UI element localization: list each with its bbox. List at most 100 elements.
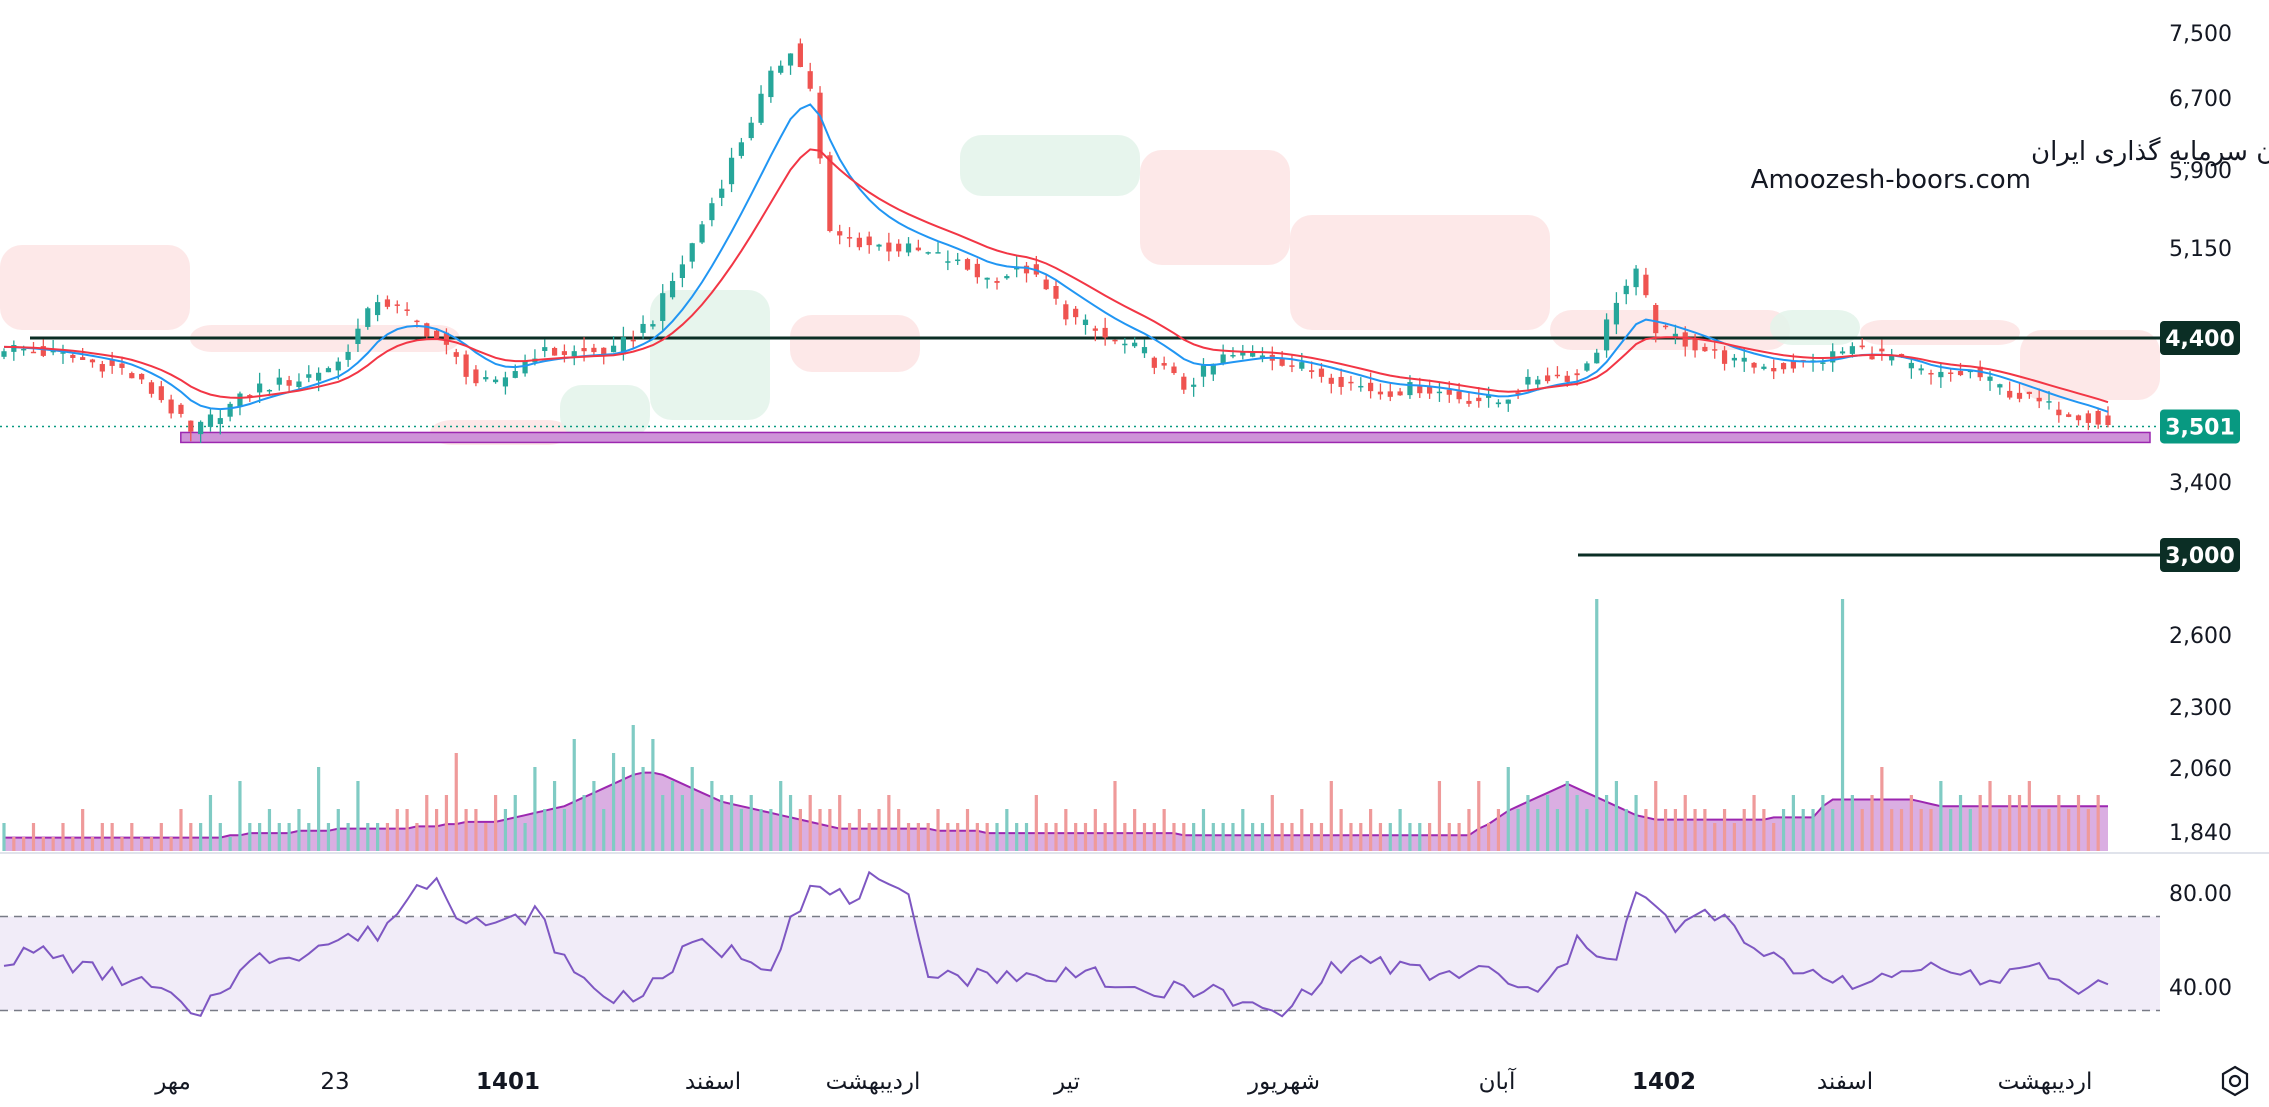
time-tick-label: تیر — [1053, 1069, 1080, 1095]
volume-bar — [228, 837, 232, 851]
candle — [1643, 267, 1649, 298]
volume-bar — [415, 823, 419, 851]
volume-bar — [1437, 781, 1442, 851]
volume-bar — [818, 809, 822, 851]
volume-bar — [484, 823, 488, 851]
horizontal-levels[interactable] — [0, 336, 2160, 557]
volume-bar — [1811, 809, 1815, 851]
volume-bar — [602, 809, 606, 851]
candle — [1623, 279, 1629, 305]
cloud-segment — [1290, 215, 1550, 330]
candle — [925, 251, 931, 255]
candle — [178, 403, 184, 418]
volume-bar — [661, 795, 665, 851]
volume-bar — [690, 767, 694, 851]
volume-bar — [71, 837, 75, 851]
price-tick-label: 2,060 — [2169, 757, 2232, 782]
candle — [1358, 377, 1364, 392]
candle — [581, 337, 587, 362]
candle — [1141, 339, 1148, 358]
volume-bar — [41, 837, 45, 851]
volume-bar — [1614, 781, 1619, 851]
volume-bar — [61, 823, 65, 851]
volume-bar — [1988, 781, 1992, 851]
candle — [709, 197, 715, 227]
candle — [1908, 358, 1914, 379]
candle — [748, 116, 754, 141]
volume-bar — [1772, 823, 1776, 851]
candle — [1554, 366, 1561, 379]
candle — [492, 376, 499, 384]
volume-bar — [140, 837, 144, 851]
time-axis[interactable]: مهر 23 1401 اسفند اردیبهشت تیر شهریور آبان 1402 ا… — [154, 1067, 2092, 1095]
time-tick-label: مهر — [154, 1069, 191, 1095]
level-badge-4400: 4,400 — [2160, 321, 2240, 355]
volume-bar — [1152, 823, 1156, 851]
volume-bar — [149, 837, 154, 851]
volume-bar — [2076, 795, 2081, 851]
candle — [2007, 381, 2013, 400]
candle — [1820, 357, 1826, 371]
candle — [2066, 412, 2072, 418]
rsi-axis[interactable]: 80.00 40.00 — [2169, 882, 2232, 1001]
price-axis[interactable]: 7,5006,7005,9005,1503,8003,4002,6002,300… — [2169, 22, 2232, 846]
volume-bar — [621, 767, 626, 851]
candle — [719, 179, 725, 207]
volume-bar — [847, 823, 852, 851]
candle — [886, 232, 892, 262]
candle — [1161, 356, 1167, 370]
volume-bar — [267, 809, 272, 851]
candle — [1535, 375, 1541, 390]
volume-bar — [12, 837, 16, 851]
volume-bar — [1801, 809, 1805, 851]
candle — [1633, 265, 1639, 296]
volume-ma-area — [4, 772, 2108, 851]
watermark: انجمن خبرگان سرمایه گذاری ایران Amoozesh… — [1751, 136, 2269, 195]
volume-bar — [759, 809, 763, 851]
candle — [669, 272, 676, 300]
candle — [276, 368, 282, 391]
volume-bar — [631, 725, 635, 851]
volume-bar — [1899, 809, 1904, 851]
candle — [660, 284, 666, 331]
candle — [306, 365, 312, 383]
volume-bar — [897, 809, 901, 851]
candle — [1377, 383, 1384, 400]
volume-bar — [1142, 823, 1147, 851]
volume-bar — [1182, 823, 1186, 851]
volume-bar — [1654, 781, 1658, 851]
volume-bar — [1447, 823, 1451, 851]
candle — [237, 391, 243, 416]
candle — [738, 137, 744, 159]
volume-bar — [1703, 809, 1707, 851]
volume-bar — [857, 809, 861, 851]
volume-bar — [1870, 795, 1874, 851]
volume-bar — [376, 823, 380, 851]
volume-bar — [1300, 809, 1304, 851]
volume-bar — [1221, 823, 1225, 851]
volume-bar — [2096, 795, 2100, 851]
volume-bar — [1585, 809, 1589, 851]
cloud-segment — [1770, 310, 1860, 345]
candle — [1102, 317, 1108, 346]
volume-bar — [1270, 795, 1274, 851]
price-tick-label: 3,400 — [2169, 471, 2232, 496]
candle — [650, 320, 656, 330]
candle — [1387, 383, 1393, 402]
candle — [1869, 346, 1875, 360]
volume-bar — [700, 809, 704, 851]
candle — [551, 346, 558, 356]
volume-bar — [1044, 823, 1048, 851]
volume-bar — [2017, 795, 2022, 851]
volume-bar — [2057, 795, 2061, 851]
candle — [207, 407, 214, 432]
candle — [483, 370, 489, 382]
volume-bar — [1192, 823, 1196, 851]
candle — [1220, 344, 1226, 366]
candle — [1023, 262, 1030, 283]
candle — [2046, 391, 2052, 410]
candle — [198, 420, 204, 443]
volume-bar — [2086, 809, 2090, 851]
chart-settings-button[interactable] — [2218, 1064, 2252, 1098]
